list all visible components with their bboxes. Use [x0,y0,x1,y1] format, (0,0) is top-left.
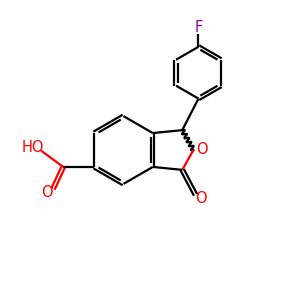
Text: O: O [41,185,52,200]
Text: HO: HO [22,140,44,155]
Text: O: O [195,191,207,206]
Text: F: F [195,20,203,34]
Text: O: O [196,142,208,158]
